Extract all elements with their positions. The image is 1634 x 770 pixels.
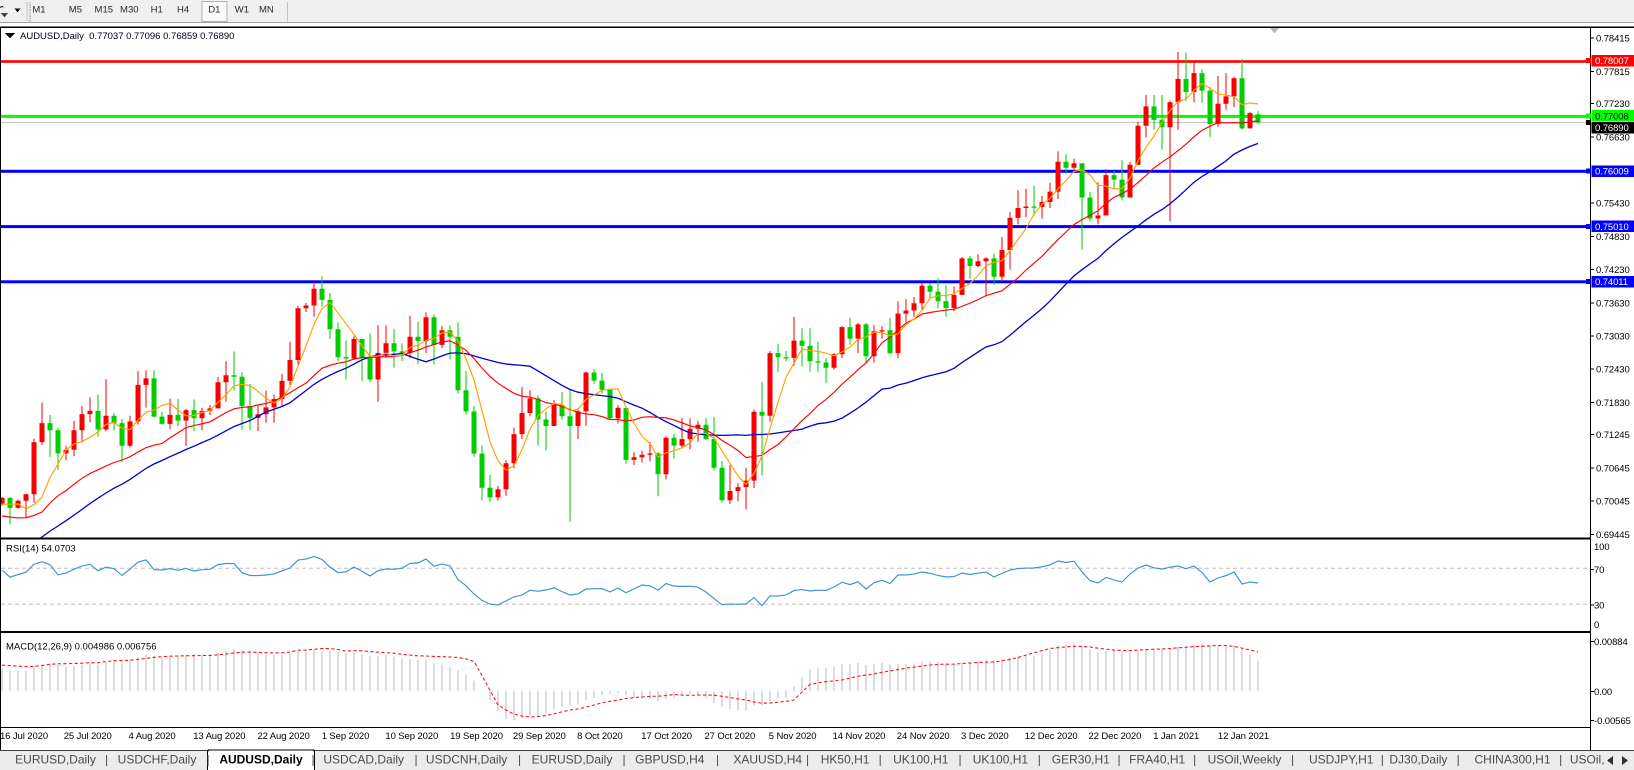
svg-text:|: | — [716, 753, 719, 767]
svg-text:USDCHF,Daily: USDCHF,Daily — [118, 753, 197, 767]
svg-text:EURUSD,Daily: EURUSD,Daily — [532, 753, 613, 767]
svg-text:13 Aug 2020: 13 Aug 2020 — [193, 731, 245, 742]
svg-text:M30: M30 — [120, 4, 138, 15]
svg-text:GER30,H1: GER30,H1 — [1052, 753, 1110, 767]
svg-text:|: | — [1291, 753, 1294, 767]
svg-text:M5: M5 — [69, 4, 82, 15]
svg-text:0.78007: 0.78007 — [1595, 56, 1629, 67]
svg-text:W1: W1 — [235, 4, 249, 15]
svg-text:27 Oct 2020: 27 Oct 2020 — [705, 731, 756, 742]
svg-text:USOil,Weekly: USOil,Weekly — [1208, 753, 1282, 767]
svg-text:USOil,: USOil, — [1570, 753, 1605, 767]
svg-text:24 Nov 2020: 24 Nov 2020 — [897, 731, 950, 742]
svg-text:0.73030: 0.73030 — [1596, 332, 1630, 343]
svg-text:EURUSD,Daily: EURUSD,Daily — [15, 753, 96, 767]
svg-text:H1: H1 — [151, 4, 163, 15]
svg-text:0.77815: 0.77815 — [1596, 67, 1630, 78]
svg-text:0.77008: 0.77008 — [1595, 112, 1629, 123]
svg-text:0.77230: 0.77230 — [1596, 99, 1630, 110]
svg-text:|: | — [806, 753, 809, 767]
svg-text:5 Nov 2020: 5 Nov 2020 — [769, 731, 817, 742]
svg-text:HK50,H1: HK50,H1 — [821, 753, 870, 767]
svg-text:M15: M15 — [95, 4, 113, 15]
svg-text:16 Jul 2020: 16 Jul 2020 — [0, 731, 48, 742]
svg-text:XAUUSD,H4: XAUUSD,H4 — [733, 753, 802, 767]
svg-text:0.74230: 0.74230 — [1596, 265, 1630, 276]
svg-text:12 Jan 2021: 12 Jan 2021 — [1218, 731, 1269, 742]
svg-text:14 Nov 2020: 14 Nov 2020 — [833, 731, 886, 742]
svg-text:0.71245: 0.71245 — [1596, 430, 1630, 441]
svg-text:|: | — [518, 753, 521, 767]
svg-text:17 Oct 2020: 17 Oct 2020 — [641, 731, 692, 742]
svg-text:0.70645: 0.70645 — [1596, 463, 1630, 474]
svg-text:29 Sep 2020: 29 Sep 2020 — [513, 731, 566, 742]
svg-text:USDJPY,H1: USDJPY,H1 — [1309, 753, 1374, 767]
svg-text:USDCAD,Daily: USDCAD,Daily — [323, 753, 404, 767]
svg-text:USDCNH,Daily: USDCNH,Daily — [426, 753, 507, 767]
svg-text:0.73630: 0.73630 — [1596, 298, 1630, 309]
svg-text:10 Sep 2020: 10 Sep 2020 — [385, 731, 438, 742]
svg-text:UK100,H1: UK100,H1 — [893, 753, 949, 767]
svg-text:|: | — [1457, 753, 1460, 767]
svg-text:|: | — [1559, 753, 1562, 767]
svg-text:8 Oct 2020: 8 Oct 2020 — [577, 731, 622, 742]
svg-text:UK100,H1: UK100,H1 — [973, 753, 1029, 767]
svg-text:100: 100 — [1594, 542, 1610, 553]
svg-text:0.00884: 0.00884 — [1594, 637, 1628, 648]
svg-text:25 Jul 2020: 25 Jul 2020 — [64, 731, 112, 742]
svg-text:12 Dec 2020: 12 Dec 2020 — [1025, 731, 1078, 742]
svg-text:DJ30,Daily: DJ30,Daily — [1389, 753, 1447, 767]
svg-text:MACD(12,26,9) 0.004986 0.00675: MACD(12,26,9) 0.004986 0.006756 — [6, 642, 157, 653]
svg-text:19 Sep 2020: 19 Sep 2020 — [450, 731, 503, 742]
svg-text:0.76009: 0.76009 — [1595, 167, 1629, 178]
svg-text:0.71830: 0.71830 — [1596, 398, 1630, 409]
svg-text:0.70045: 0.70045 — [1596, 497, 1630, 508]
svg-text:0: 0 — [1594, 620, 1599, 631]
svg-text:0.74830: 0.74830 — [1596, 232, 1630, 243]
svg-text:RSI(14) 54.0703: RSI(14) 54.0703 — [6, 543, 76, 554]
svg-text:0.72430: 0.72430 — [1596, 365, 1630, 376]
svg-text:D1: D1 — [208, 4, 220, 15]
svg-text:|: | — [414, 753, 417, 767]
svg-text:|: | — [1193, 753, 1196, 767]
svg-text:CHINA300,H1: CHINA300,H1 — [1474, 753, 1550, 767]
svg-text:22 Dec 2020: 22 Dec 2020 — [1089, 731, 1142, 742]
svg-text:1 Jan 2021: 1 Jan 2021 — [1153, 731, 1199, 742]
svg-text:M1: M1 — [32, 4, 45, 15]
svg-text:0.76630: 0.76630 — [1596, 132, 1630, 143]
svg-text:0.78415: 0.78415 — [1596, 34, 1630, 45]
svg-text:|: | — [879, 753, 882, 767]
svg-text:0.76890: 0.76890 — [1595, 123, 1629, 134]
svg-text:0.69445: 0.69445 — [1596, 530, 1630, 541]
svg-text:|: | — [1038, 753, 1041, 767]
svg-text:AUDUSD,Daily 0.77037 0.77096: AUDUSD,Daily 0.77037 0.77096 0.76859 0.7… — [20, 31, 234, 42]
svg-text:|: | — [1118, 753, 1121, 767]
svg-text:GBPUSD,H4: GBPUSD,H4 — [635, 753, 705, 767]
svg-text:H4: H4 — [177, 4, 189, 15]
svg-text:|: | — [105, 753, 108, 767]
svg-text:3 Dec 2020: 3 Dec 2020 — [961, 731, 1009, 742]
svg-text:0.74011: 0.74011 — [1595, 277, 1628, 288]
svg-text:AUDUSD,Daily: AUDUSD,Daily — [219, 753, 303, 767]
svg-text:|: | — [206, 753, 209, 767]
svg-text:|: | — [1381, 753, 1384, 767]
svg-text:0.75430: 0.75430 — [1596, 199, 1630, 210]
svg-text:FRA40,H1: FRA40,H1 — [1129, 753, 1185, 767]
svg-text:70: 70 — [1594, 565, 1604, 576]
svg-text:|: | — [958, 753, 961, 767]
svg-text:0.75010: 0.75010 — [1595, 222, 1629, 233]
svg-text:1 Sep 2020: 1 Sep 2020 — [322, 731, 370, 742]
svg-text:0.00: 0.00 — [1594, 687, 1612, 698]
svg-text:|: | — [311, 753, 314, 767]
svg-text:-0.00565: -0.00565 — [1594, 716, 1631, 727]
svg-text:30: 30 — [1594, 601, 1604, 612]
svg-text:22 Aug 2020: 22 Aug 2020 — [257, 731, 309, 742]
svg-text:|: | — [622, 753, 625, 767]
svg-text:MN: MN — [259, 4, 274, 15]
svg-text:4 Aug 2020: 4 Aug 2020 — [129, 731, 176, 742]
